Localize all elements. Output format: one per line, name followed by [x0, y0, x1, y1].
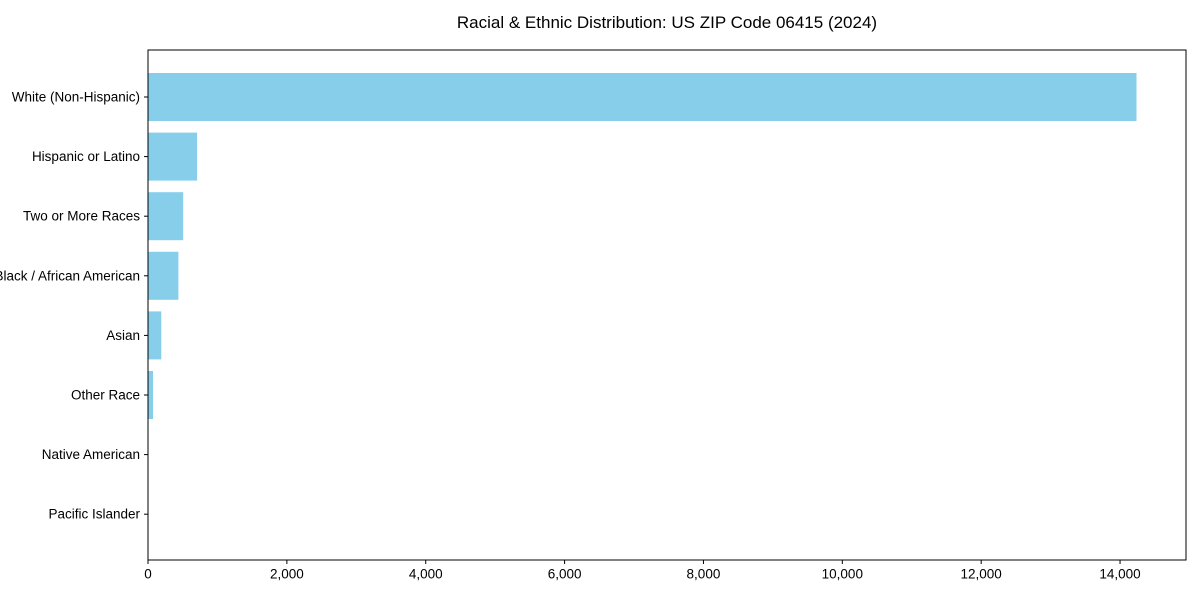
- bar-black-african-american: [148, 251, 179, 300]
- x-tick-label-14000: 14,000: [1099, 567, 1140, 582]
- chart-title: Racial & Ethnic Distribution: US ZIP Cod…: [456, 13, 878, 32]
- y-tick-label-two-or-more-races: Two or More Races: [23, 209, 140, 224]
- y-tick-label-asian: Asian: [106, 328, 140, 343]
- x-tick-label-10000: 10,000: [822, 567, 863, 582]
- y-tick-label-pacific-islander: Pacific Islander: [48, 507, 140, 522]
- bar-hispanic-or-latino: [148, 132, 198, 181]
- y-tick-label-white-non-hispanic: White (Non-Hispanic): [12, 90, 140, 105]
- bar-white-non-hispanic: [148, 73, 1137, 121]
- y-tick-label-hispanic-or-latino: Hispanic or Latino: [32, 149, 140, 164]
- y-tick-label-other-race: Other Race: [71, 388, 140, 403]
- bar-two-or-more-races: [148, 192, 184, 241]
- x-tick-label-2000: 2,000: [270, 567, 304, 582]
- y-tick-label-native-american: Native American: [42, 447, 140, 462]
- x-tick-label-8000: 8,000: [687, 567, 721, 582]
- y-tick-label-black-african-american: Black / African American: [0, 268, 140, 283]
- x-tick-label-0: 0: [144, 567, 152, 582]
- x-tick-label-12000: 12,000: [961, 567, 1002, 582]
- x-tick-label-6000: 6,000: [548, 567, 582, 582]
- plot-border: [147, 49, 1187, 561]
- bar-asian: [148, 311, 162, 360]
- x-tick-label-4000: 4,000: [409, 567, 443, 582]
- bar-other-race: [148, 371, 153, 419]
